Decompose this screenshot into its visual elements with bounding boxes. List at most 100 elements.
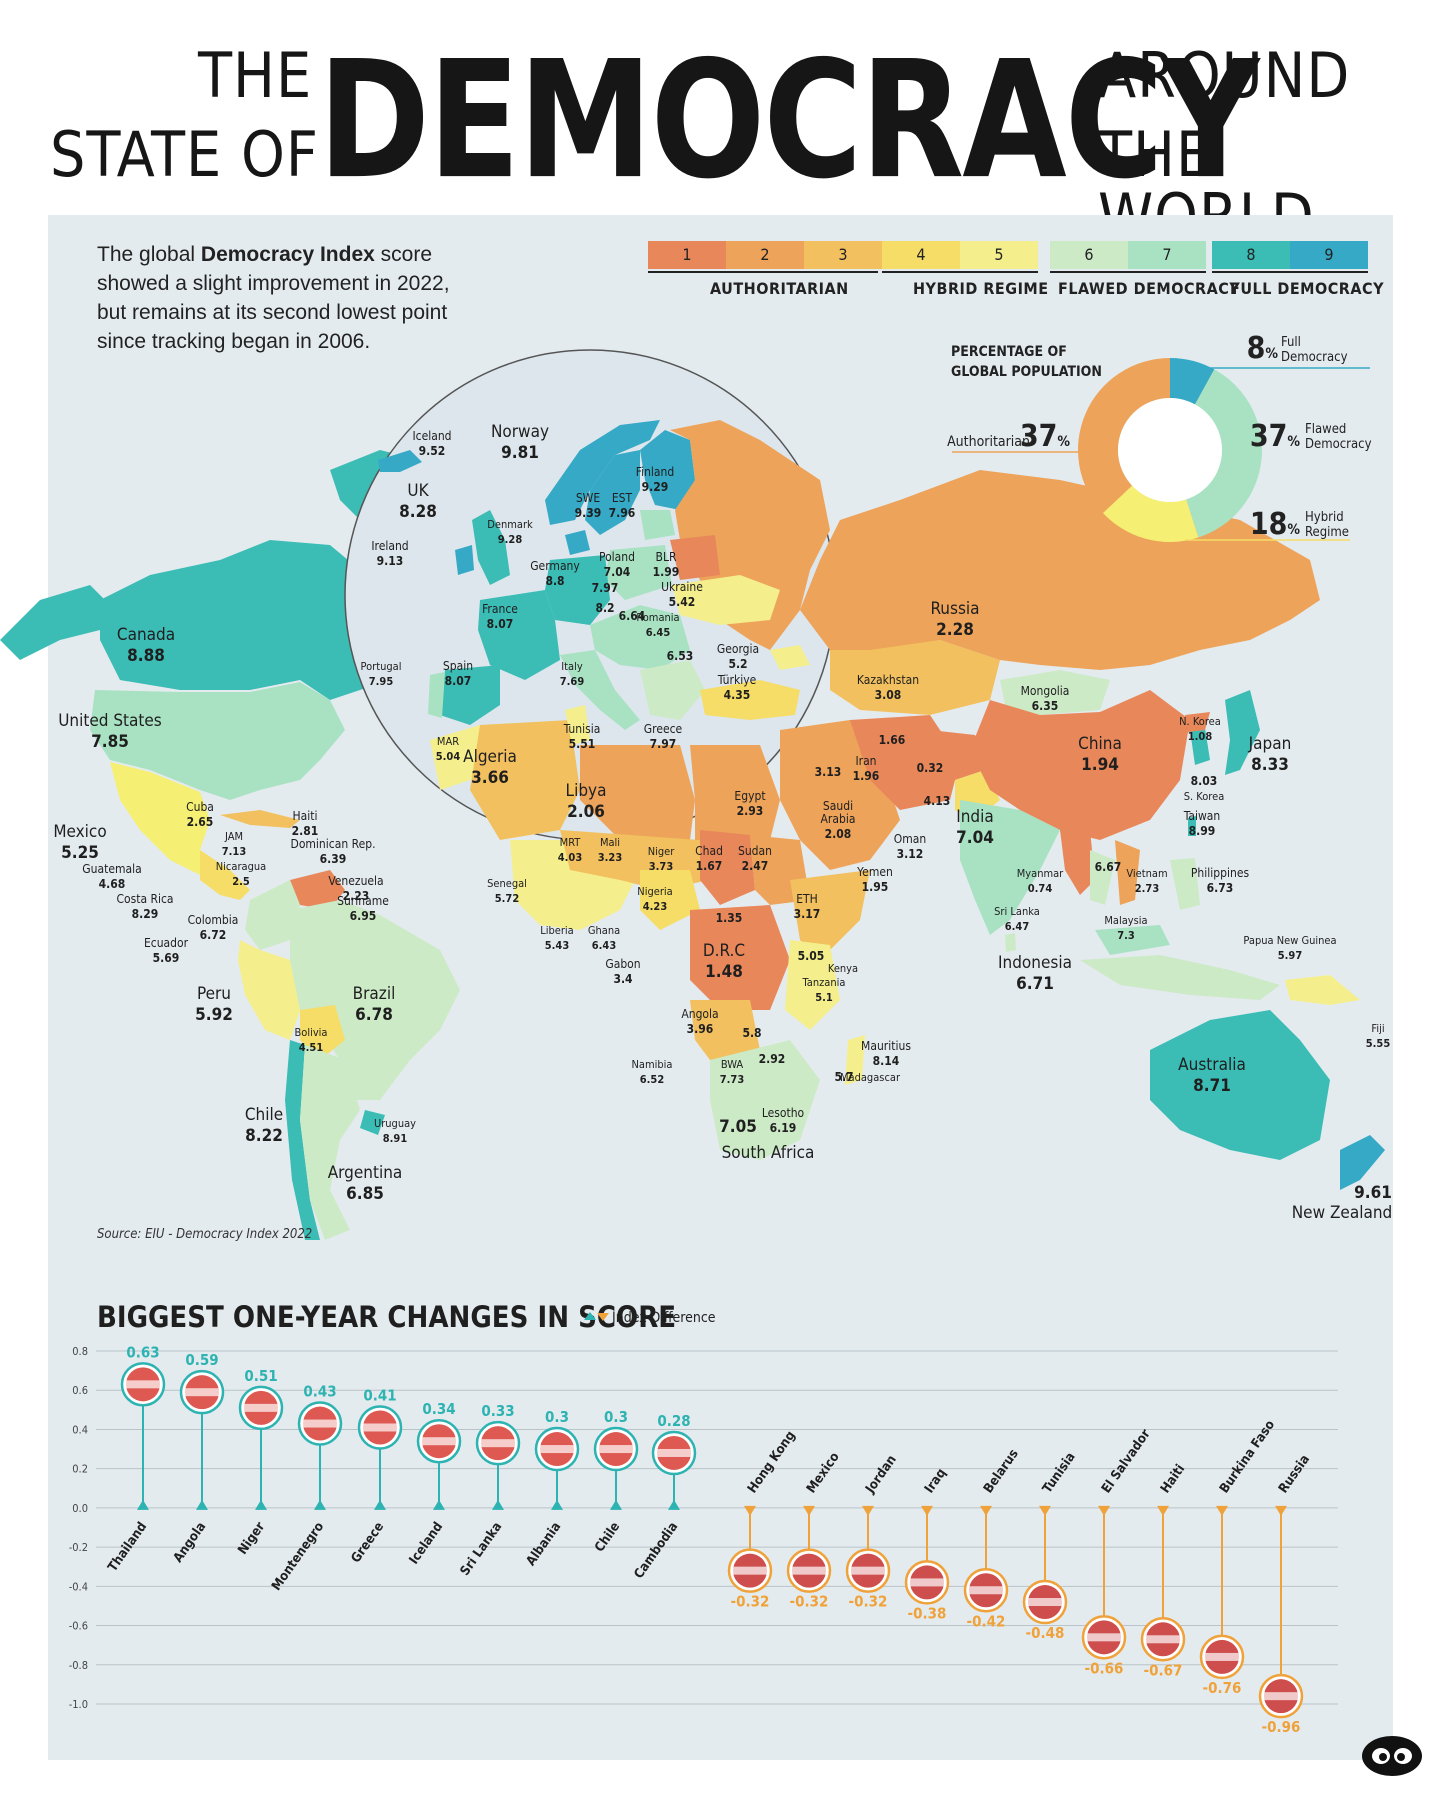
flag-stripe [244,1403,278,1412]
map-value-srilanka: 6.47 [1005,920,1030,933]
map-label-drc: D.R.C [703,941,745,961]
category-label-7: Albania [524,1520,565,1569]
map-value-newzealand: 9.61 [1354,1183,1392,1203]
pct-flawed: 37% [1250,419,1301,454]
value-label-4: 0.41 [363,1386,396,1404]
map-label-algeria: Algeria [463,747,517,767]
map-value-france: 8.07 [487,617,514,631]
legend-cell-4: 4 [882,241,960,269]
pct-auth-label: Authoritarian [947,434,1030,450]
map-label-kazakhstan: Kazakhstan [857,673,919,687]
value-label-17: -0.67 [1144,1661,1183,1679]
region-central-america [200,850,250,900]
value-label-13: -0.38 [908,1604,947,1622]
category-label-16: El Salvador [1099,1427,1154,1496]
map-value-turkiye: 4.35 [724,688,751,702]
map-value-v58: 5.8 [742,1026,761,1040]
map-value-v166: 1.66 [879,733,906,747]
region-myanmar [1060,830,1095,895]
category-label-2: Niger [235,1519,268,1557]
map-label-nkorea: N. Korea [1179,715,1221,728]
map-label-eth: ETH [796,892,818,906]
map-label-vietnam: Vietnam [1126,867,1167,880]
map-label-liberia: Liberia [540,924,574,937]
category-label-1: Angola [171,1520,209,1566]
map-value-mali: 3.23 [598,851,623,864]
region-uk [472,510,510,585]
map-value-yemen: 1.95 [862,880,889,894]
map-label-greece: Greece [644,722,683,736]
map-value-libya: 2.06 [567,802,605,822]
category-label-15: Tunisia [1040,1450,1079,1496]
map-value-southafrica: 7.05 [719,1117,757,1137]
category-label-14: Belarus [981,1447,1022,1496]
legend-cell-5: 5 [960,241,1038,269]
map-value-egypt: 2.93 [737,804,764,818]
title-around: AROUND [1098,39,1351,112]
map-value-v413: 4.13 [924,794,951,808]
brand-logo-icon [1362,1736,1422,1776]
y-tick-label: 0.0 [72,1502,88,1515]
region-north-korea [1185,712,1210,732]
base-down-triangle-icon [862,1505,874,1516]
y-tick-label: -0.2 [69,1541,88,1554]
map-value-v135: 1.35 [716,911,743,925]
base-down-triangle-icon [1098,1505,1110,1516]
map-label-georgia: Georgia [717,642,759,656]
base-down-triangle-icon [803,1505,815,1516]
base-down-triangle-icon [1216,1505,1228,1516]
region-france [478,590,560,680]
map-value-png: 5.97 [1278,949,1303,962]
map-value-peru: 5.92 [195,1005,233,1025]
base-up-triangle-icon [196,1499,208,1510]
flag-stripe [422,1437,456,1446]
map-value-v82: 8.2 [595,601,614,615]
donut-slice-3 [1078,357,1170,513]
region-denmark [565,530,590,555]
map-label-jam: JAM [224,830,243,843]
map-label-brazil: Brazil [353,984,396,1004]
legend-rule [648,271,878,273]
map-value-senegal: 5.72 [495,892,520,905]
map-value-spain: 8.07 [445,674,472,688]
map-value-china: 1.94 [1081,755,1119,775]
title-democracy: DEMOCRACY [318,27,1259,215]
map-value-jam: 7.13 [222,845,247,858]
region-germany [545,555,610,625]
donut-hole [1118,398,1222,502]
legend-cell-8: 8 [1212,241,1290,269]
base-up-triangle-icon [551,1499,563,1510]
map-label-uk: UK [407,481,429,501]
map-value-swe: 9.39 [575,506,602,520]
region-png [1285,975,1360,1005]
map-label-angola: Angola [681,1007,718,1021]
map-label-bolivia: Bolivia [294,1026,327,1039]
y-tick-label: 0.2 [72,1463,88,1476]
map-value-colombia: 6.72 [200,928,227,942]
value-label-3: 0.43 [303,1383,336,1401]
value-label-16: -0.66 [1085,1659,1124,1677]
map-value-v313: 3.13 [815,765,842,779]
y-tick-label: -0.8 [69,1659,88,1672]
intro-text: The global Democracy Index score showed … [97,243,450,353]
legend-rule [1212,271,1368,273]
base-down-triangle-icon [744,1505,756,1516]
map-label-ecuador: Ecuador [144,936,189,950]
map-label-newzealand: New Zealand [1292,1203,1393,1223]
map-value-fiji: 5.55 [1366,1037,1391,1050]
region-argentina [300,1045,360,1240]
map-label-suriname: Suriname [337,894,389,908]
category-label-13: Iraq [922,1466,949,1496]
map-value-finland: 9.29 [642,480,669,494]
map-value-lesotho: 6.19 [770,1121,797,1135]
map-value-indonesia: 6.71 [1016,974,1054,994]
map-label-madagascar: Madagascar [840,1071,901,1084]
region-ireland [455,545,474,575]
map-value-germany: 8.8 [545,574,564,588]
pct-flawed-label-2: Democracy [1305,437,1372,452]
map-value-v292: 2.92 [759,1052,786,1066]
flag-stripe [1205,1652,1239,1661]
map-label-denmark: Denmark [487,518,533,531]
region-portugal [428,672,445,718]
map-label-myanmar: Myanmar [1017,867,1064,880]
